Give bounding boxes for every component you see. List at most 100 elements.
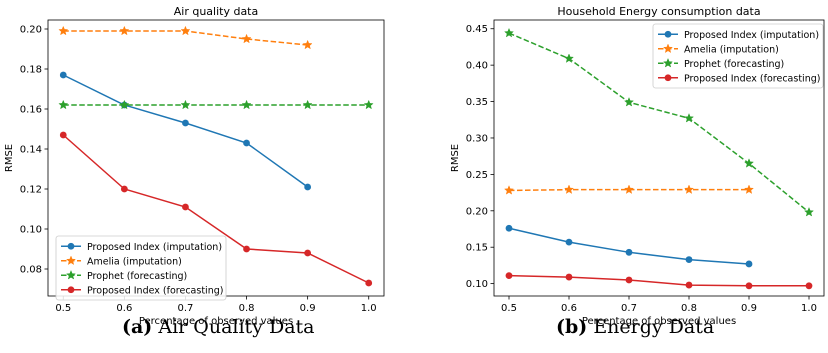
legend-marker xyxy=(664,30,672,38)
chart-title: Household Energy consumption data xyxy=(557,5,760,18)
data-point xyxy=(565,273,573,281)
data-point xyxy=(363,99,374,110)
series-2 xyxy=(503,27,815,217)
data-point xyxy=(745,282,753,290)
series-line xyxy=(508,227,750,265)
legend-label: Amelia (imputation) xyxy=(684,44,779,55)
legend-label: Proposed Index (imputation) xyxy=(684,30,819,41)
x-tick-label: 0.8 xyxy=(681,303,697,314)
x-tick-label: 0.5 xyxy=(55,303,71,314)
caption-tag: (b) xyxy=(556,316,588,338)
data-point xyxy=(625,248,633,256)
data-point xyxy=(685,281,693,289)
y-tick-label: 0.15 xyxy=(466,243,488,254)
data-point xyxy=(120,185,128,193)
series-0 xyxy=(505,224,753,268)
legend-marker xyxy=(67,286,75,294)
caption-text: Energy Data xyxy=(593,316,715,338)
series-3 xyxy=(505,272,813,290)
data-point xyxy=(182,119,189,127)
series-0 xyxy=(59,71,312,191)
x-tick-label: 0.8 xyxy=(239,303,255,314)
legend: Proposed Index (imputation) Amelia (imput… xyxy=(652,23,824,89)
data-point xyxy=(243,245,250,253)
series-line xyxy=(62,134,370,284)
data-point xyxy=(119,25,130,36)
legend-label: Prophet (forecasting) xyxy=(87,271,187,282)
data-point xyxy=(304,183,312,191)
legend-label: Proposed Index (forecasting) xyxy=(87,285,223,296)
data-point xyxy=(625,276,633,284)
legend-label: Proposed Index (forecasting) xyxy=(684,73,820,84)
y-tick-label: 0.20 xyxy=(466,206,488,217)
y-tick-label: 0.25 xyxy=(466,170,488,181)
x-axis-label: Percentage of observed values xyxy=(139,316,293,327)
y-axis-label: RMSE xyxy=(450,144,461,172)
x-tick-label: 0.9 xyxy=(741,303,757,314)
data-point xyxy=(182,203,189,211)
data-point xyxy=(745,260,753,268)
y-tick-label: 0.20 xyxy=(20,25,42,36)
data-point xyxy=(302,99,313,110)
chart-title: Air quality data xyxy=(174,5,259,18)
legend-marker xyxy=(664,74,672,82)
x-tick-label: 1.0 xyxy=(361,303,377,314)
data-point xyxy=(59,131,67,139)
data-point xyxy=(243,139,250,147)
data-point xyxy=(119,99,130,110)
data-point xyxy=(365,279,373,287)
y-tick-label: 0.18 xyxy=(20,65,42,76)
data-point xyxy=(803,206,815,217)
legend-marker xyxy=(65,269,77,280)
data-point xyxy=(58,99,69,110)
y-tick-label: 0.35 xyxy=(466,97,488,108)
y-tick-label: 0.16 xyxy=(20,105,42,116)
data-point xyxy=(241,99,252,110)
data-point xyxy=(623,97,635,107)
caption-air-quality: (a) Air Quality Data xyxy=(122,316,315,338)
series-1 xyxy=(58,25,313,50)
x-tick-label: 0.6 xyxy=(116,303,132,314)
legend-marker xyxy=(662,43,674,54)
data-point xyxy=(805,282,813,290)
x-tick-label: 0.6 xyxy=(561,303,577,314)
chart-air-quality: Air quality data 0.5 0.6 0.7 0.8 0.9 1.0 0.08 0.… xyxy=(4,5,385,327)
data-point xyxy=(241,33,252,44)
legend-box xyxy=(652,23,824,89)
x-tick-label: 0.9 xyxy=(300,303,316,314)
data-point xyxy=(565,238,573,246)
data-point xyxy=(503,185,515,195)
y-tick-label: 0.30 xyxy=(466,133,488,144)
y-tick-label: 0.40 xyxy=(466,61,488,72)
data-point xyxy=(505,272,513,280)
legend-label: Amelia (imputation) xyxy=(87,256,182,267)
y-tick-label: 0.08 xyxy=(20,265,42,276)
data-point xyxy=(304,249,312,257)
x-tick-label: 0.7 xyxy=(621,303,637,314)
series-line xyxy=(508,274,809,287)
legend-box xyxy=(55,235,227,301)
series-line xyxy=(508,32,810,213)
data-point xyxy=(743,184,755,194)
data-point xyxy=(743,158,755,168)
data-point xyxy=(302,39,313,50)
series-2 xyxy=(58,99,374,110)
y-tick-label: 0.10 xyxy=(20,225,42,236)
y-tick-label: 0.12 xyxy=(20,185,42,196)
x-tick-label: 0.7 xyxy=(178,303,194,314)
caption-tag: (a) xyxy=(122,316,153,338)
x-tick-label: 1.0 xyxy=(801,303,817,314)
legend-marker xyxy=(67,242,75,250)
legend-marker xyxy=(662,57,674,68)
x-axis-label: Percentage of observed values xyxy=(582,316,736,327)
data-point xyxy=(58,25,69,36)
x-tick-label: 0.5 xyxy=(501,303,517,314)
chart-household-energy: Household Energy consumption data 0.5 0.6 0… xyxy=(450,5,825,327)
legend-label: Prophet (forecasting) xyxy=(684,59,784,70)
y-axis-label: RMSE xyxy=(4,144,15,172)
legend-marker xyxy=(65,255,77,266)
data-point xyxy=(563,53,575,63)
data-point xyxy=(180,25,191,36)
series-3 xyxy=(59,131,373,287)
